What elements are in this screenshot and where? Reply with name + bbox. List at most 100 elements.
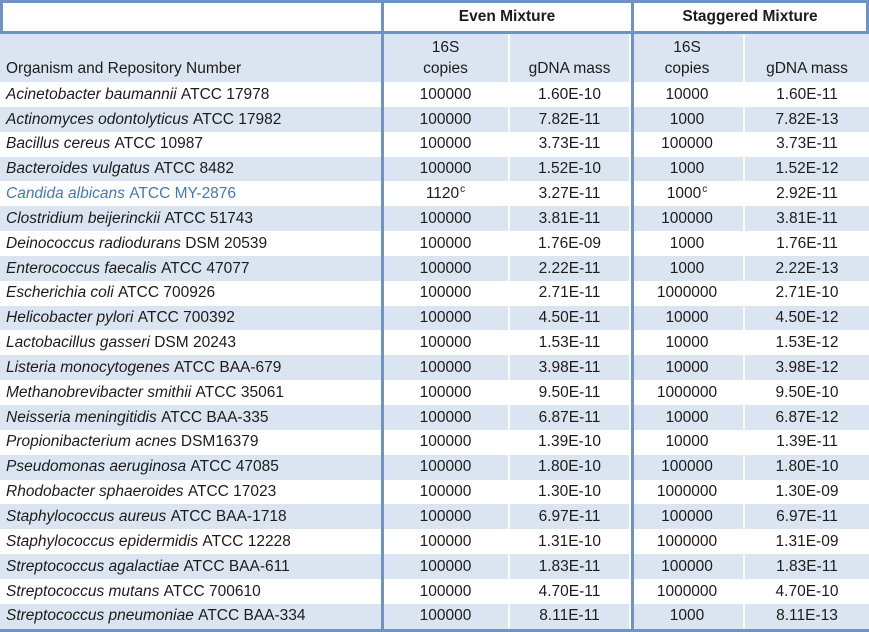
organism-name: Clostridium beijerinckii (6, 209, 161, 227)
even-copies-cell: 100000 (419, 408, 472, 426)
even-copies-cell: 100000 (419, 209, 472, 227)
even-gdna-cell: 1.53E-11 (508, 330, 631, 356)
organism-cell: Lactobacillus gasseri DSM 20243 (0, 330, 383, 356)
organism-name: Streptococcus pneumoniae (6, 607, 194, 625)
organism-cell: Streptococcus agalactiae ATCC BAA-611 (0, 554, 383, 579)
header-16s-label: 16S (431, 39, 460, 56)
even-gdna-cell: 3.81E-11 (508, 206, 631, 232)
table-row: Actinomyces odontolyticus ATCC 17982 1000… (0, 106, 869, 132)
table-row: Lactobacillus gasseri DSM 20243 100000 1.5… (0, 330, 869, 356)
table-row: Rhodobacter sphaeroides ATCC 17023 100000… (0, 479, 869, 505)
stag-copies-cell: 100000 (661, 508, 713, 526)
col-header-even-mixture: Even Mixture (458, 8, 556, 25)
stag-copies-cell: 1000 c (666, 183, 708, 203)
even-copies-cell: 100000 (419, 358, 472, 376)
even-gdna-cell: 9.50E-11 (508, 380, 631, 405)
organism-cell: Helicobacter pylori ATCC 700392 (0, 305, 383, 331)
even-copies-cell: 100000 (419, 309, 472, 327)
stag-copies-cell: 10000 (665, 334, 709, 352)
stag-gdna-cell: 4.70E-10 (743, 578, 869, 604)
organism-name: Methanobrevibacter smithii (6, 383, 192, 401)
organism-name: Bacteroides vulgatus (6, 160, 150, 178)
table-row: Streptococcus agalactiae ATCC BAA-611 100… (0, 554, 869, 579)
stag-copies-cell: 100000 (661, 209, 713, 227)
stag-gdna-cell: 1.39E-11 (743, 429, 869, 455)
stag-gdna-cell: 1.60E-11 (743, 82, 869, 107)
organism-cell: Staphylococcus aureus ATCC BAA-1718 (0, 504, 383, 530)
organism-cell: Bacteroides vulgatus ATCC 8482 (0, 156, 383, 182)
stag-copies-cell: 1000000 (656, 483, 718, 501)
organism-name: Neisseria meningitidis (6, 408, 157, 426)
even-copies-cell: 100000 (419, 582, 472, 600)
table-row: Enterococcus faecalis ATCC 47077 100000 2.… (0, 255, 869, 281)
table-row: Helicobacter pylori ATCC 700392 100000 4.5… (0, 305, 869, 331)
stag-gdna-cell: 1.53E-12 (743, 330, 869, 356)
organism-cell: Escherichia coli ATCC 700926 (0, 280, 383, 306)
even-copies-cell: 100000 (419, 458, 472, 476)
organism-cell: Rhodobacter sphaeroides ATCC 17023 (0, 479, 383, 505)
organism-name: Staphylococcus aureus (6, 508, 167, 526)
organism-name: Propionibacterium acnes (6, 433, 177, 451)
stag-copies-cell: 10000 (665, 85, 709, 103)
stag-copies-cell: 1000 (669, 607, 705, 625)
col-header-organism: Organism and Repository Number (0, 34, 383, 82)
col-header-stag-gdna-mass: gDNA mass (743, 34, 869, 82)
table-header-columns: Organism and Repository Number 16S copie… (0, 34, 869, 82)
organism-cell: Neisseria meningitidis ATCC BAA-335 (0, 404, 383, 430)
stag-gdna-cell: 3.98E-12 (743, 355, 869, 381)
table-row: Acinetobacter baumannii ATCC 17978 100000… (0, 82, 869, 107)
stag-copies-cell: 1000 (669, 110, 705, 128)
table-row: Bacillus cereus ATCC 10987 100000 3.73E-11… (0, 131, 869, 157)
organism-cell: Staphylococcus epidermidis ATCC 12228 (0, 529, 383, 555)
organism-name: Streptococcus mutans (6, 582, 160, 600)
stag-copies-cell: 10000 (665, 408, 709, 426)
table-row: Streptococcus pneumoniae ATCC BAA-334 100… (0, 603, 869, 629)
stag-gdna-cell: 1.83E-11 (743, 554, 869, 579)
header-organism-spacer (0, 3, 383, 31)
stag-copies-cell: 1000 (669, 160, 705, 178)
table-header-groups: Even Mixture Staggered Mixture (0, 3, 869, 31)
stag-gdna-cell: 7.82E-13 (743, 106, 869, 132)
organism-name: Staphylococcus epidermidis (6, 532, 199, 550)
organism-cell: Propionibacterium acnes DSM16379 (0, 429, 383, 455)
stag-gdna-cell: 6.87E-12 (743, 404, 869, 430)
organism-cell: Deinococcus radiodurans DSM 20539 (0, 231, 383, 256)
organism-name: Helicobacter pylori (6, 309, 134, 327)
stag-gdna-cell: 2.71E-10 (743, 280, 869, 306)
header-gdna-label: gDNA mass (766, 60, 848, 77)
table-row: Bacteroides vulgatus ATCC 8482 100000 1.52… (0, 156, 869, 182)
organism-cell: Methanobrevibacter smithii ATCC 35061 (0, 380, 383, 405)
even-gdna-cell: 4.70E-11 (508, 578, 631, 604)
organism-name: Pseudomonas aeruginosa (6, 458, 187, 476)
even-gdna-cell: 8.11E-11 (508, 603, 631, 629)
header-copies-label: copies (664, 60, 710, 77)
even-gdna-cell: 1.76E-09 (508, 231, 631, 256)
organism-name: Bacillus cereus (6, 135, 111, 153)
even-copies-cell: 100000 (419, 607, 472, 625)
even-copies-cell: 100000 (419, 85, 472, 103)
header-copies-label: copies (423, 60, 468, 77)
table-body: Acinetobacter baumannii ATCC 17978 100000… (0, 82, 869, 629)
header-gdna-label: gDNA mass (528, 60, 611, 77)
table-row: Methanobrevibacter smithii ATCC 35061 100… (0, 380, 869, 405)
stag-copies-cell: 1000000 (656, 383, 718, 401)
table-row: Clostridium beijerinckii ATCC 51743 10000… (0, 206, 869, 232)
stag-gdna-cell: 4.50E-12 (743, 305, 869, 331)
organism-cell: Streptococcus mutans ATCC 700610 (0, 578, 383, 604)
organism-header-label: Organism and Repository Number (6, 60, 242, 77)
table-row: Streptococcus mutans ATCC 700610 100000 4.… (0, 578, 869, 604)
even-copies-cell: 1120 c (425, 183, 466, 203)
even-copies-cell: 100000 (419, 383, 472, 401)
even-copies-cell: 100000 (419, 334, 472, 352)
even-gdna-cell: 1.39E-10 (508, 429, 631, 455)
table-row: Staphylococcus epidermidis ATCC 12228 100… (0, 529, 869, 555)
table-row: Deinococcus radiodurans DSM 20539 100000 1… (0, 231, 869, 256)
organism-cell: Streptococcus pneumoniae ATCC BAA-334 (0, 603, 383, 629)
even-copies-cell: 100000 (419, 160, 472, 178)
even-copies-cell: 100000 (419, 110, 472, 128)
even-gdna-cell: 3.73E-11 (508, 131, 631, 157)
organism-cell: Bacillus cereus ATCC 10987 (0, 131, 383, 157)
even-gdna-cell: 1.52E-10 (508, 156, 631, 182)
col-header-stag-16s-copies: 16S copies (631, 34, 743, 82)
organism-cell: Clostridium beijerinckii ATCC 51743 (0, 206, 383, 232)
